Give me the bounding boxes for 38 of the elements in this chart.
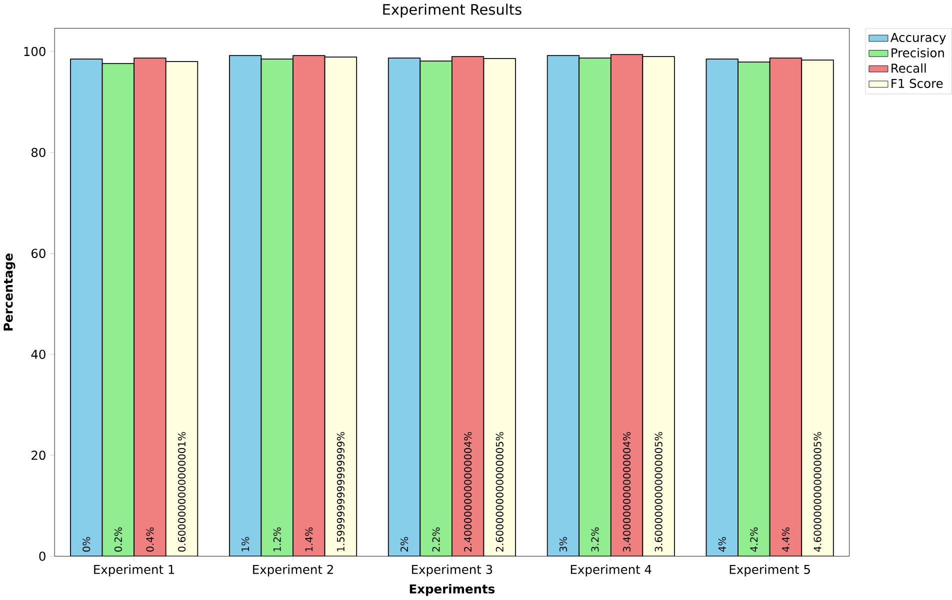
x-tick-label: Experiment 3 [412, 564, 492, 577]
legend-label: F1 Score [892, 78, 943, 88]
legend-label: Recall [892, 64, 926, 74]
annotation: 2% [400, 537, 408, 552]
annotation: 4.4% [782, 528, 790, 552]
y-tick-label: 100 [24, 47, 46, 56]
x-tick-label: Experiment 4 [570, 564, 652, 577]
annotation: 0.2% [114, 528, 122, 552]
annotation: 3.4000000000000004% [623, 432, 631, 552]
annotation: 3.2% [591, 528, 599, 552]
x-axis-title: Experiments [410, 584, 495, 596]
y-tick-label: 20 [32, 450, 46, 460]
annotation: 2.4000000000000004% [464, 432, 472, 552]
x-tick-label: Experiment 2 [253, 564, 333, 577]
annotation: 1.2% [273, 528, 281, 552]
y-axis-title: Percentage [4, 254, 16, 331]
legend-label: Precision [892, 48, 944, 58]
annotation: 0% [82, 537, 90, 552]
y-tick-label: 40 [31, 350, 46, 360]
y-tick-label: 0 [39, 552, 46, 562]
x-tick-label: Experiment 5 [730, 564, 810, 577]
annotation: 3% [559, 537, 567, 552]
annotation: 1% [242, 537, 250, 552]
annotation: 4.2% [750, 528, 758, 552]
annotation: 2.6000000000000005% [496, 432, 504, 552]
annotation: 4.6000000000000005% [814, 432, 822, 552]
y-tick-label: 60 [32, 248, 46, 258]
annotation: 4% [718, 537, 726, 552]
annotation: 0.4% [146, 528, 154, 552]
annotation: 3.6000000000000005% [654, 432, 662, 552]
x-tick-label: Experiment 1 [94, 564, 174, 577]
chart-title: Experiment Results [383, 4, 522, 18]
annotation: 1.4% [305, 528, 313, 552]
annotation: 1.5999999999999999% [336, 432, 344, 552]
y-tick-label: 80 [32, 148, 46, 158]
annotation: 2.2% [432, 528, 440, 552]
annotation: 0.6000000000000001% [178, 432, 186, 552]
legend-label: Accuracy [890, 33, 946, 45]
